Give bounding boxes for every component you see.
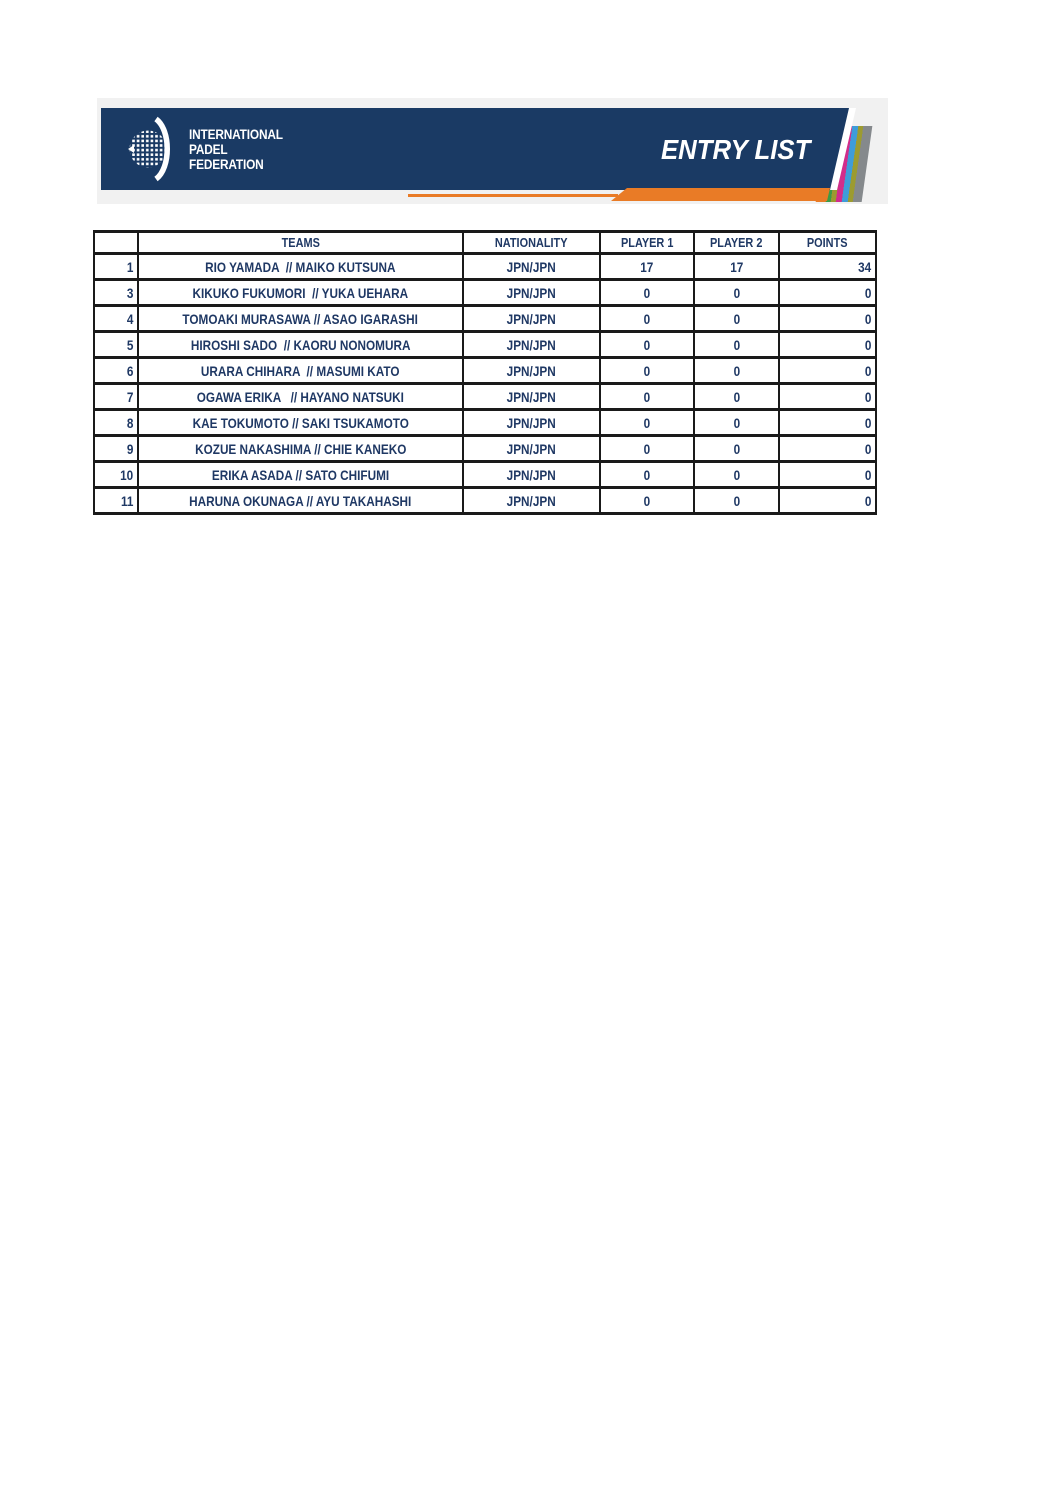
player1-cell: 0 (599, 382, 695, 411)
column-header-teams: TEAMS (137, 230, 464, 255)
player1-cell: 0 (599, 278, 695, 307)
points-cell: 0 (778, 382, 877, 411)
nationality-cell: JPN/JPN (462, 356, 601, 385)
rank-cell: 9 (93, 434, 139, 463)
player1-cell: 0 (599, 460, 695, 489)
player1-cell: 0 (599, 434, 695, 463)
points-cell: 0 (778, 408, 877, 437)
player1-cell: 0 (599, 356, 695, 385)
nationality-cell: JPN/JPN (462, 460, 601, 489)
page-title: ENTRY LIST (660, 134, 810, 165)
header-row: TEAMS NATIONALITY PLAYER 1 PLAYER 2 POIN… (93, 230, 877, 255)
entry-table-body: 1 RIO YAMADA // MAIKO KUTSUNA JPN/JPN 17… (93, 252, 877, 515)
rank-cell: 4 (93, 304, 139, 333)
player2-cell: 0 (693, 304, 780, 333)
points-cell: 0 (778, 434, 877, 463)
table-row: 5 HIROSHI SADO // KAORU NONOMURA JPN/JPN… (93, 330, 877, 359)
team-cell: HIROSHI SADO // KAORU NONOMURA (137, 330, 464, 359)
team-cell: KOZUE NAKASHIMA // CHIE KANEKO (137, 434, 464, 463)
nationality-cell: JPN/JPN (462, 278, 601, 307)
header-banner: INTERNATIONAL PADEL FEDERATION ENTRY LIS… (97, 98, 888, 204)
rank-cell: 3 (93, 278, 139, 307)
table-row: 11 HARUNA OKUNAGA // AYU TAKAHASHI JPN/J… (93, 486, 877, 515)
points-cell: 0 (778, 356, 877, 385)
table-row: 7 OGAWA ERIKA // HAYANO NATSUKI JPN/JPN … (93, 382, 877, 411)
org-name: INTERNATIONAL PADEL FEDERATION (189, 127, 283, 172)
player1-cell: 0 (599, 304, 695, 333)
player2-cell: 0 (693, 460, 780, 489)
rank-cell: 5 (93, 330, 139, 359)
rank-cell: 8 (93, 408, 139, 437)
table-row: 4 TOMOAKI MURASAWA // ASAO IGARASHI JPN/… (93, 304, 877, 333)
rank-cell: 10 (93, 460, 139, 489)
table-row: 3 KIKUKO FUKUMORI // YUKA UEHARA JPN/JPN… (93, 278, 877, 307)
org-name-line: FEDERATION (189, 156, 264, 172)
dotted-padel-ball-icon (128, 116, 170, 182)
rank-cell: 11 (93, 486, 139, 515)
points-cell: 0 (778, 304, 877, 333)
points-cell: 0 (778, 278, 877, 307)
column-header-nationality: NATIONALITY (462, 230, 601, 255)
player2-cell: 0 (693, 278, 780, 307)
points-cell: 0 (778, 486, 877, 515)
player1-cell: 0 (599, 408, 695, 437)
points-cell: 34 (778, 252, 877, 281)
points-cell: 0 (778, 460, 877, 489)
nationality-cell: JPN/JPN (462, 330, 601, 359)
team-cell: KAE TOKUMOTO // SAKI TSUKAMOTO (137, 408, 464, 437)
player1-cell: 17 (599, 252, 695, 281)
rank-cell: 1 (93, 252, 139, 281)
team-cell: ERIKA ASADA // SATO CHIFUMI (137, 460, 464, 489)
column-header-rank (93, 230, 139, 255)
team-cell: TOMOAKI MURASAWA // ASAO IGARASHI (137, 304, 464, 333)
table-row: 8 KAE TOKUMOTO // SAKI TSUKAMOTO JPN/JPN… (93, 408, 877, 437)
player2-cell: 0 (693, 434, 780, 463)
team-cell: RIO YAMADA // MAIKO KUTSUNA (137, 252, 464, 281)
table-row: 6 URARA CHIHARA // MASUMI KATO JPN/JPN 0… (93, 356, 877, 385)
player1-cell: 0 (599, 330, 695, 359)
rank-cell: 7 (93, 382, 139, 411)
points-cell: 0 (778, 330, 877, 359)
nationality-cell: JPN/JPN (462, 304, 601, 333)
player2-cell: 0 (693, 408, 780, 437)
table-row: 9 KOZUE NAKASHIMA // CHIE KANEKO JPN/JPN… (93, 434, 877, 463)
nationality-cell: JPN/JPN (462, 408, 601, 437)
nationality-cell: JPN/JPN (462, 252, 601, 281)
org-name-line: PADEL (189, 141, 228, 157)
table-header: TEAMS NATIONALITY PLAYER 1 PLAYER 2 POIN… (93, 230, 877, 255)
team-cell: HARUNA OKUNAGA // AYU TAKAHASHI (137, 486, 464, 515)
entry-list-table: TEAMS NATIONALITY PLAYER 1 PLAYER 2 POIN… (93, 230, 877, 515)
orange-accent-bar (611, 188, 830, 201)
ipf-logo: INTERNATIONAL PADEL FEDERATION (127, 116, 296, 182)
table-row: 1 RIO YAMADA // MAIKO KUTSUNA JPN/JPN 17… (93, 252, 877, 281)
player2-cell: 0 (693, 486, 780, 515)
nationality-cell: JPN/JPN (462, 382, 601, 411)
column-header-points: POINTS (778, 230, 877, 255)
player2-cell: 0 (693, 382, 780, 411)
orange-accent-line (408, 194, 618, 197)
team-cell: URARA CHIHARA // MASUMI KATO (137, 356, 464, 385)
nationality-cell: JPN/JPN (462, 434, 601, 463)
column-header-player2: PLAYER 2 (693, 230, 780, 255)
player2-cell: 0 (693, 356, 780, 385)
team-cell: OGAWA ERIKA // HAYANO NATSUKI (137, 382, 464, 411)
player2-cell: 17 (693, 252, 780, 281)
org-name-line: INTERNATIONAL (189, 126, 283, 142)
player2-cell: 0 (693, 330, 780, 359)
table-row: 10 ERIKA ASADA // SATO CHIFUMI JPN/JPN 0… (93, 460, 877, 489)
rank-cell: 6 (93, 356, 139, 385)
banner-background (101, 108, 849, 190)
player1-cell: 0 (599, 486, 695, 515)
team-cell: KIKUKO FUKUMORI // YUKA UEHARA (137, 278, 464, 307)
column-header-player1: PLAYER 1 (599, 230, 695, 255)
nationality-cell: JPN/JPN (462, 486, 601, 515)
